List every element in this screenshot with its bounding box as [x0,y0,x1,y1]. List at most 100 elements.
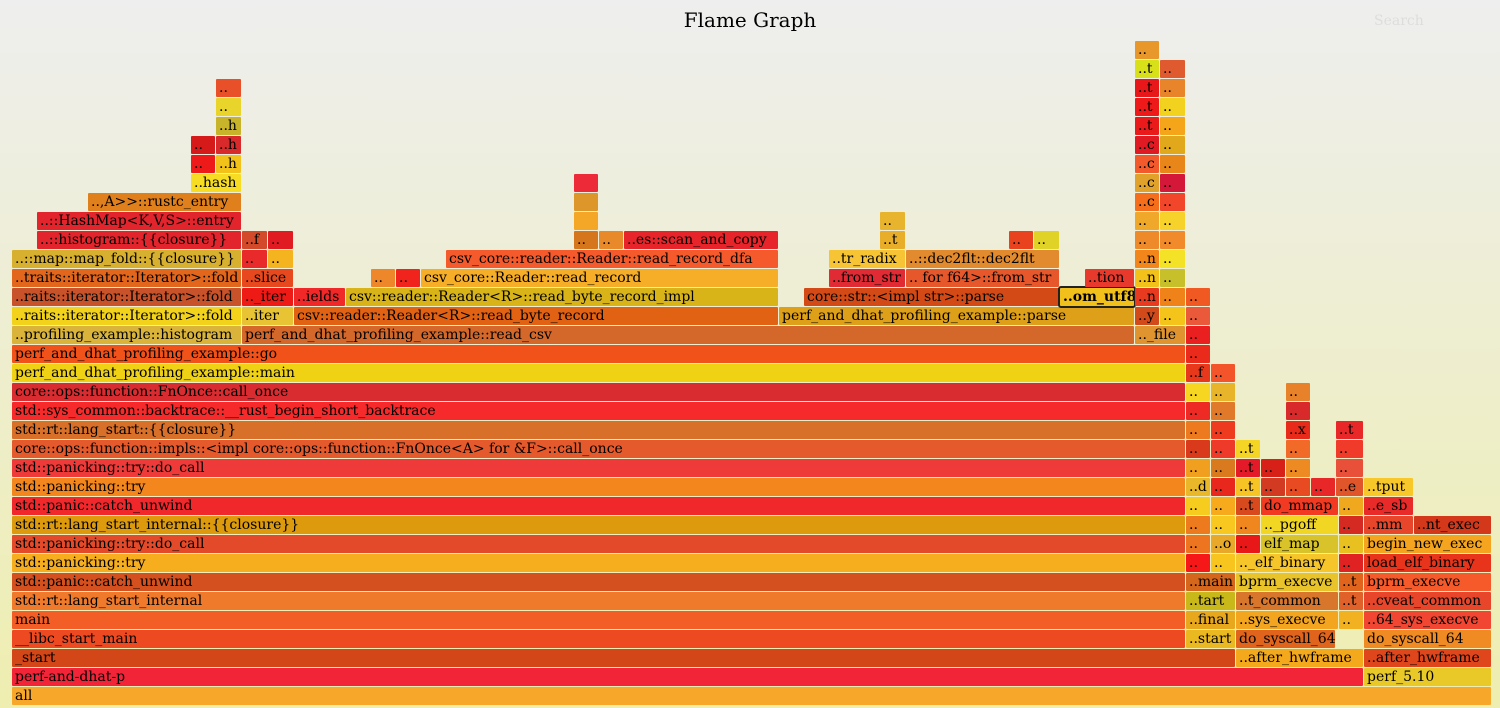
flame-frame[interactable]: ..t [1135,117,1159,135]
flame-frame[interactable]: ..c [1135,174,1159,192]
flame-frame[interactable]: .. [1311,478,1335,496]
flame-frame[interactable]: .. [1261,478,1285,496]
flame-frame[interactable]: ..64_sys_execve [1364,611,1491,629]
flame-frame[interactable] [574,212,598,230]
flame-frame[interactable]: .. [1236,516,1260,534]
flame-frame[interactable]: std::rt::lang_start_internal::{{closure}… [12,516,1185,534]
flame-frame[interactable]: .. [1211,459,1235,477]
flame-frame[interactable]: ..::map::map_fold::{{closure}} [12,250,241,268]
flame-frame[interactable]: ..h [216,155,241,173]
flame-frame[interactable]: .. [191,155,215,173]
flame-frame[interactable]: ..es::scan_and_copy [624,231,778,249]
flame-frame[interactable]: .. [1034,231,1059,249]
flame-frame[interactable]: .. [216,98,241,116]
flame-frame[interactable]: ..::dec2flt::dec2flt [906,250,1059,268]
flame-frame[interactable]: ..n [1135,288,1159,306]
flame-frame[interactable]: .. [1135,231,1159,249]
flame-frame[interactable]: .. [1186,307,1210,325]
flame-frame[interactable]: ..after_hwframe [1364,649,1491,667]
flame-frame[interactable]: std::rt::lang_start::{{closure}} [12,421,1185,439]
flame-frame[interactable]: .. [1186,459,1210,477]
flame-frame[interactable]: .. [1186,402,1210,420]
flame-frame[interactable]: .._elf_binary [1236,554,1338,572]
flame-frame[interactable]: .. [1211,383,1235,401]
flame-frame[interactable]: ..t [1339,592,1363,610]
flame-frame[interactable]: .. [1135,212,1159,230]
flame-frame[interactable]: csv_core::reader::Reader::read_record_df… [446,250,778,268]
flame-frame[interactable]: perf_and_dhat_profiling_example::parse [779,307,1134,325]
flame-frame[interactable]: .. [1160,250,1185,268]
flame-frame[interactable]: .. [1211,440,1235,458]
flame-frame[interactable]: ..tion [1085,269,1134,287]
flame-frame[interactable]: .. [1211,497,1235,515]
flame-frame[interactable]: ..final [1186,611,1235,629]
flame-frame[interactable]: do_syscall_64 [1364,630,1491,648]
flame-frame[interactable]: .. [1286,459,1310,477]
flame-frame[interactable]: .. [268,250,293,268]
flame-frame[interactable]: ..ields [294,288,345,306]
flame-frame[interactable]: ..from_str [829,269,905,287]
flame-frame[interactable]: ..tr_radix [829,250,905,268]
flame-frame[interactable]: ..y [1135,307,1159,325]
flame-frame[interactable]: ..profiling_example::histogram [12,326,241,344]
flame-frame[interactable]: .. [1160,174,1185,192]
flame-frame[interactable]: ..h [216,117,241,135]
flame-frame[interactable]: load_elf_binary [1364,554,1491,572]
flame-frame[interactable]: perf_5.10 [1364,668,1491,686]
flame-frame[interactable]: core::ops::function::impls::<impl core::… [12,440,1185,458]
flame-frame[interactable]: ..tart [1186,592,1235,610]
flame-frame[interactable]: ..main [1186,573,1235,591]
flame-frame[interactable]: std::rt::lang_start_internal [12,592,1185,610]
flame-frame[interactable]: .. [1186,326,1210,344]
flame-frame[interactable]: ..tput [1364,478,1413,496]
flame-frame[interactable]: .. [1186,421,1210,439]
flame-frame[interactable] [574,174,598,192]
flame-frame[interactable]: .. [574,231,598,249]
flame-frame[interactable]: ..cveat_common [1364,592,1491,610]
flame-frame[interactable]: __libc_start_main [12,630,1185,648]
flame-frame[interactable]: ..h [216,136,241,154]
flame-frame[interactable]: perf-and-dhat-p [12,668,1363,686]
flame-frame[interactable]: ..d [1186,478,1210,496]
flame-frame[interactable]: .. [1160,269,1185,287]
flame-frame[interactable]: .. [1211,478,1235,496]
flame-frame[interactable]: std::panic::catch_unwind [12,573,1185,591]
flame-frame[interactable]: std::panicking::try::do_call [12,535,1185,553]
flame-frame[interactable]: .. [1135,41,1159,59]
flame-frame[interactable]: ..sys_execve [1236,611,1338,629]
flame-frame[interactable]: ..t [880,231,905,249]
flame-frame[interactable]: ..t [1236,459,1260,477]
flame-frame[interactable]: ..t [1135,60,1159,78]
flame-frame[interactable]: .._file [1135,326,1185,344]
flame-frame[interactable]: ..t [1135,98,1159,116]
flame-frame[interactable]: .. [1211,402,1235,420]
flame-frame[interactable]: .. [216,79,241,97]
flame-frame[interactable]: _start [12,649,1235,667]
flame-frame[interactable]: std::panicking::try::do_call [12,459,1185,477]
flame-frame[interactable]: .. [191,136,215,154]
flame-frame[interactable]: .._iter [242,288,293,306]
flame-frame[interactable]: core::str::<impl str>::parse [804,288,1059,306]
flame-frame[interactable]: .. [1160,307,1185,325]
flame-frame[interactable]: ..t [1336,421,1363,439]
flame-frame[interactable]: .. [1186,554,1210,572]
flame-frame[interactable]: ..::HashMap<K,V,S>::entry [37,212,241,230]
flame-frame[interactable] [574,193,598,211]
flame-frame[interactable]: csv_core::Reader::read_record [421,269,778,287]
flame-frame[interactable]: ..o [1211,535,1235,553]
flame-frame[interactable]: .. [1186,440,1210,458]
flame-frame[interactable]: .. [1336,440,1363,458]
flame-frame[interactable]: ..x [1286,421,1310,439]
flame-frame[interactable]: .. [1160,288,1185,306]
flame-frame[interactable]: ..t [1339,573,1363,591]
flame-frame[interactable]: .. [1339,497,1363,515]
flame-frame[interactable]: ..mm [1364,516,1413,534]
flame-frame[interactable]: .. [1186,288,1210,306]
flame-frame[interactable]: ..n [1135,269,1159,287]
flame-frame[interactable]: .. [880,212,905,230]
flame-frame[interactable]: ..slice [242,269,293,287]
flame-frame[interactable]: .. [1186,535,1210,553]
flame-frame[interactable]: .. [1286,383,1310,401]
flame-frame[interactable]: std::panicking::try [12,554,1185,572]
flame-frame[interactable]: std::panicking::try [12,478,1185,496]
